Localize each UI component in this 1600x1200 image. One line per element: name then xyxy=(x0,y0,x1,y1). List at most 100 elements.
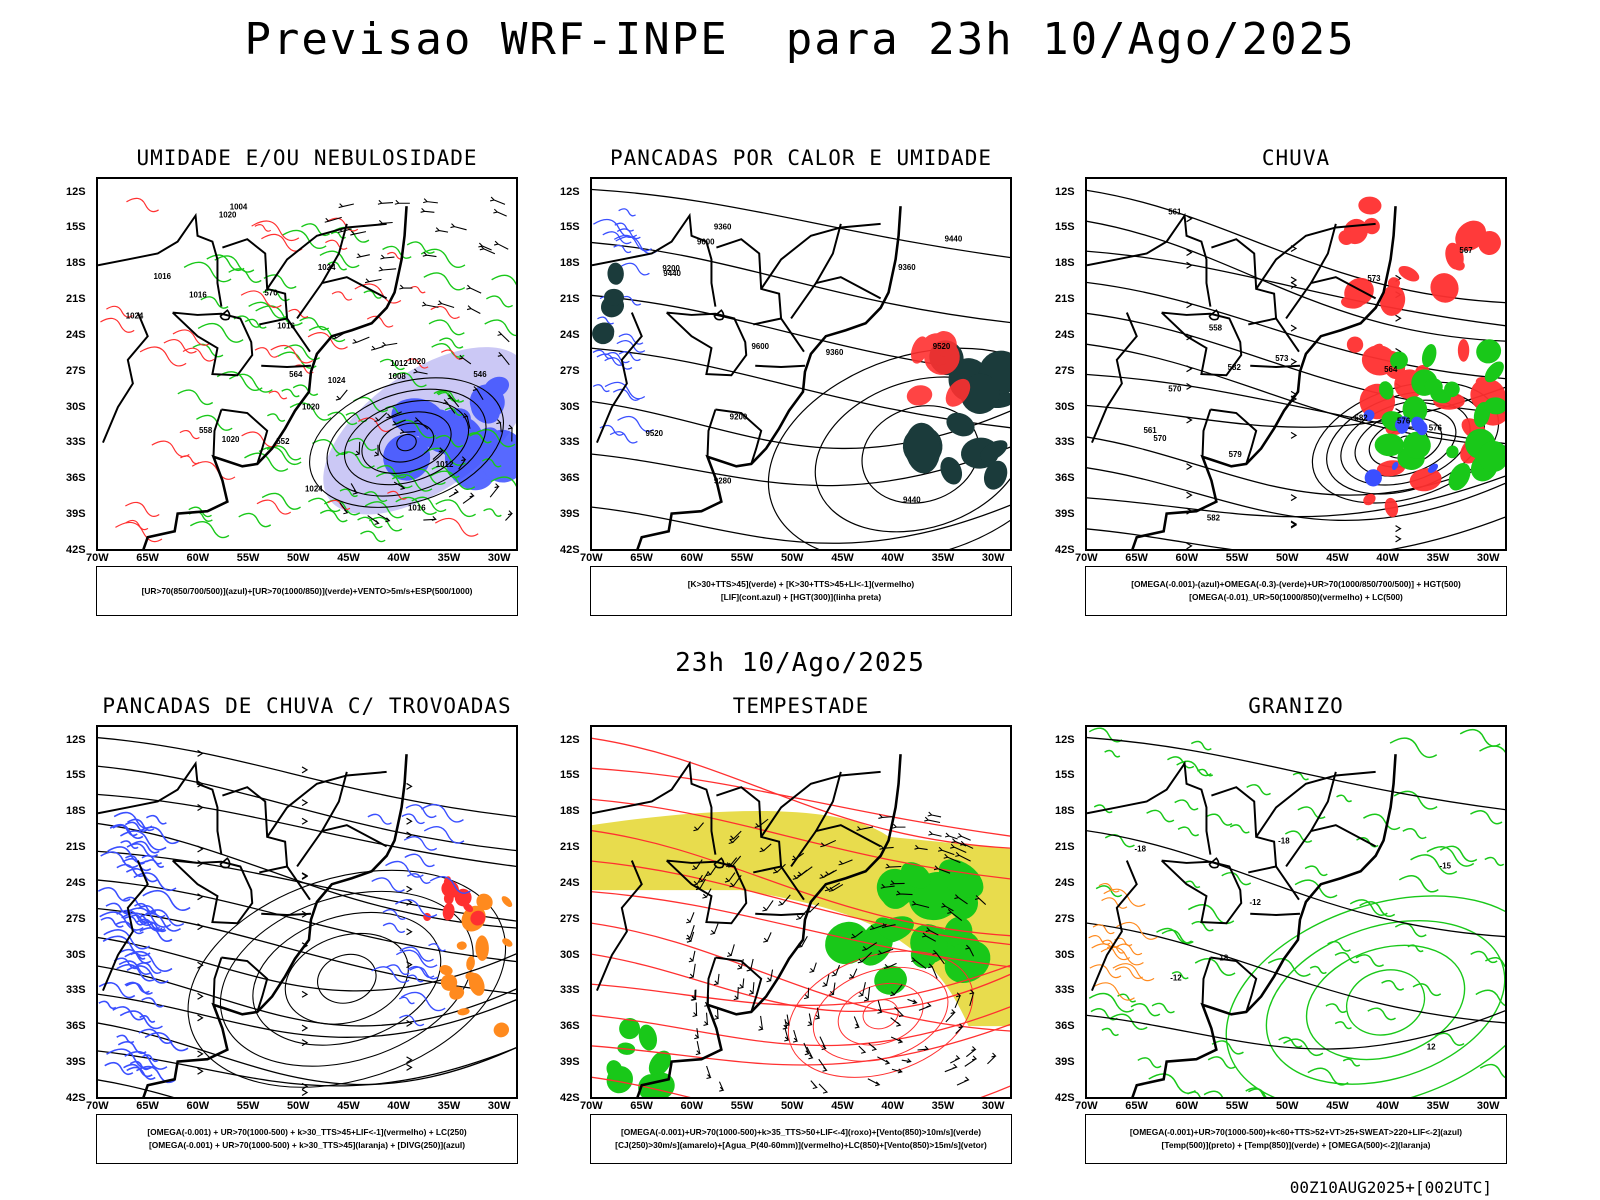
lake-outline xyxy=(713,857,725,869)
latitude-tick-label: 27S xyxy=(560,364,580,377)
border-line xyxy=(1250,364,1301,368)
latitude-tick-label: 42S xyxy=(560,1092,580,1104)
longitude-tick-label: 65W xyxy=(136,1100,159,1112)
coastline xyxy=(142,206,408,549)
longitude-tick-label: 35W xyxy=(437,552,461,564)
contour-label: 579 xyxy=(1229,450,1243,459)
border-line xyxy=(1248,865,1300,901)
border-line xyxy=(666,859,748,925)
panel-title: PANCADAS DE CHUVA C/ TROVOADAS xyxy=(102,694,512,718)
longitude-tick-label: 60W xyxy=(1175,1100,1199,1112)
border-line xyxy=(321,771,348,832)
latitude-tick-label: 33S xyxy=(66,436,86,449)
latitude-tick-label: 12S xyxy=(66,185,86,198)
map-geography xyxy=(1087,754,1397,1097)
latitude-tick-label: 18S xyxy=(560,257,580,270)
latitude-tick-label: 39S xyxy=(560,508,580,521)
streamlines xyxy=(1087,736,1505,1050)
latitude-tick-label: 21S xyxy=(66,841,86,854)
border-line xyxy=(102,312,149,444)
border-line xyxy=(172,311,254,377)
longitude-tick-label: 30W xyxy=(487,1100,511,1112)
map-area xyxy=(96,725,518,1099)
latitude-tick-label: 36S xyxy=(66,1020,86,1033)
cyclone-contours xyxy=(787,950,974,1078)
border-line xyxy=(592,212,717,307)
map-svg: -12 -18 -12 -15 -18 -18 12 xyxy=(1087,727,1505,1097)
border-line xyxy=(1211,238,1278,319)
border-line xyxy=(222,786,289,867)
longitude-tick-label: 50W xyxy=(1275,552,1299,564)
longitude-tick-label: 35W xyxy=(1426,1100,1450,1112)
longitude-tick-label: 45W xyxy=(1326,552,1349,564)
latitude-tick-label: 30S xyxy=(66,948,86,961)
contour-label: 1016 xyxy=(277,321,295,330)
contour-label: 570 xyxy=(1168,385,1182,394)
latitude-tick-label: 21S xyxy=(560,293,580,306)
precipitation-blue xyxy=(1363,409,1439,487)
border-line xyxy=(296,824,388,868)
latitude-tick-label: 27S xyxy=(1055,912,1075,925)
latitude-tick-label: 27S xyxy=(560,912,580,925)
border-line xyxy=(266,770,387,838)
contour-label: 12 xyxy=(1427,1043,1436,1052)
panel-legend: [OMEGA(-0.001)-(azul)+OMEGA(-0.3)-(verde… xyxy=(1085,566,1507,616)
longitude-tick-label: 60W xyxy=(680,552,704,564)
latitude-tick-label: 21S xyxy=(1055,293,1075,306)
border-line xyxy=(98,212,223,307)
contour-label: -15 xyxy=(1440,861,1452,870)
border-line xyxy=(755,364,806,368)
contour-label: 1016 xyxy=(153,272,171,281)
longitude-tick-label: 45W xyxy=(831,552,854,564)
contour-label: 1024 xyxy=(318,263,336,272)
contour-label: 582 xyxy=(1354,413,1368,422)
panel-legend: [OMEGA(-0.001)+UR>70(1000-500)+k<60+TTS>… xyxy=(1085,1114,1507,1164)
longitude-tick-label: 40W xyxy=(387,1100,411,1112)
contour-label: 1016 xyxy=(189,291,207,300)
latitude-tick-label: 39S xyxy=(66,508,86,521)
latitude-tick-label: 30S xyxy=(560,948,580,961)
coastline xyxy=(1131,754,1397,1097)
latitude-tick-label: 18S xyxy=(1055,257,1075,270)
longitude-tick-label: 55W xyxy=(236,1100,260,1112)
border-line xyxy=(755,912,806,916)
panel-title: TEMPESTADE xyxy=(732,694,870,718)
contour-label: 9360 xyxy=(714,222,732,231)
contour-label: 570 xyxy=(264,289,278,298)
longitude-tick-label: 40W xyxy=(881,552,905,564)
longitude-tick-label: 60W xyxy=(186,552,210,564)
latitude-tick-label: 42S xyxy=(1055,544,1075,556)
contour-label: 546 xyxy=(473,370,487,379)
border-line xyxy=(172,859,254,925)
longitude-tick-label: 50W xyxy=(1275,1100,1299,1112)
border-line xyxy=(1285,276,1377,320)
longitude-tick-label: 30W xyxy=(981,1100,1005,1112)
cyclone-contours xyxy=(187,869,507,1088)
lake-outline xyxy=(1208,857,1220,869)
latitude-tick-label: 12S xyxy=(66,733,86,746)
lif-contours xyxy=(592,208,658,444)
contour-label: 552 xyxy=(276,437,290,446)
main-title: Previsao WRF-INPE para 23h 10/Ago/2025 xyxy=(244,14,1356,65)
map-svg: 582 582 582 579 576 573 570 567 564 561 558 576 573 5… xyxy=(1087,189,1505,549)
contour-label: 9600 xyxy=(697,237,715,246)
contour-label: 576 xyxy=(1429,423,1443,432)
longitude-tick-label: 45W xyxy=(337,1100,360,1112)
border-line xyxy=(715,956,763,1013)
map-area: 1016 1016 1016 1020 1020 1024 1024 1024 1012 1008… xyxy=(96,177,518,551)
latitude-tick-label: 36S xyxy=(560,472,580,485)
latitude-tick-label: 33S xyxy=(560,436,580,449)
border-line xyxy=(98,760,223,855)
latitude-tick-label: 15S xyxy=(66,769,86,782)
legend-line: [OMEGA(-0.001) + UR>70(1000-500) + k>30_… xyxy=(148,1140,466,1150)
latitude-tick-label: 21S xyxy=(1055,841,1075,854)
border-line xyxy=(706,957,717,1005)
longitude-tick-label: 40W xyxy=(387,552,411,564)
longitude-tick-label: 65W xyxy=(136,552,159,564)
border-line xyxy=(716,786,783,867)
latitude-tick-label: 24S xyxy=(560,876,580,889)
contour-label: 582 xyxy=(1228,363,1242,372)
border-line xyxy=(716,238,783,319)
border-line xyxy=(1310,223,1337,284)
mid-level-humidity xyxy=(383,376,516,491)
